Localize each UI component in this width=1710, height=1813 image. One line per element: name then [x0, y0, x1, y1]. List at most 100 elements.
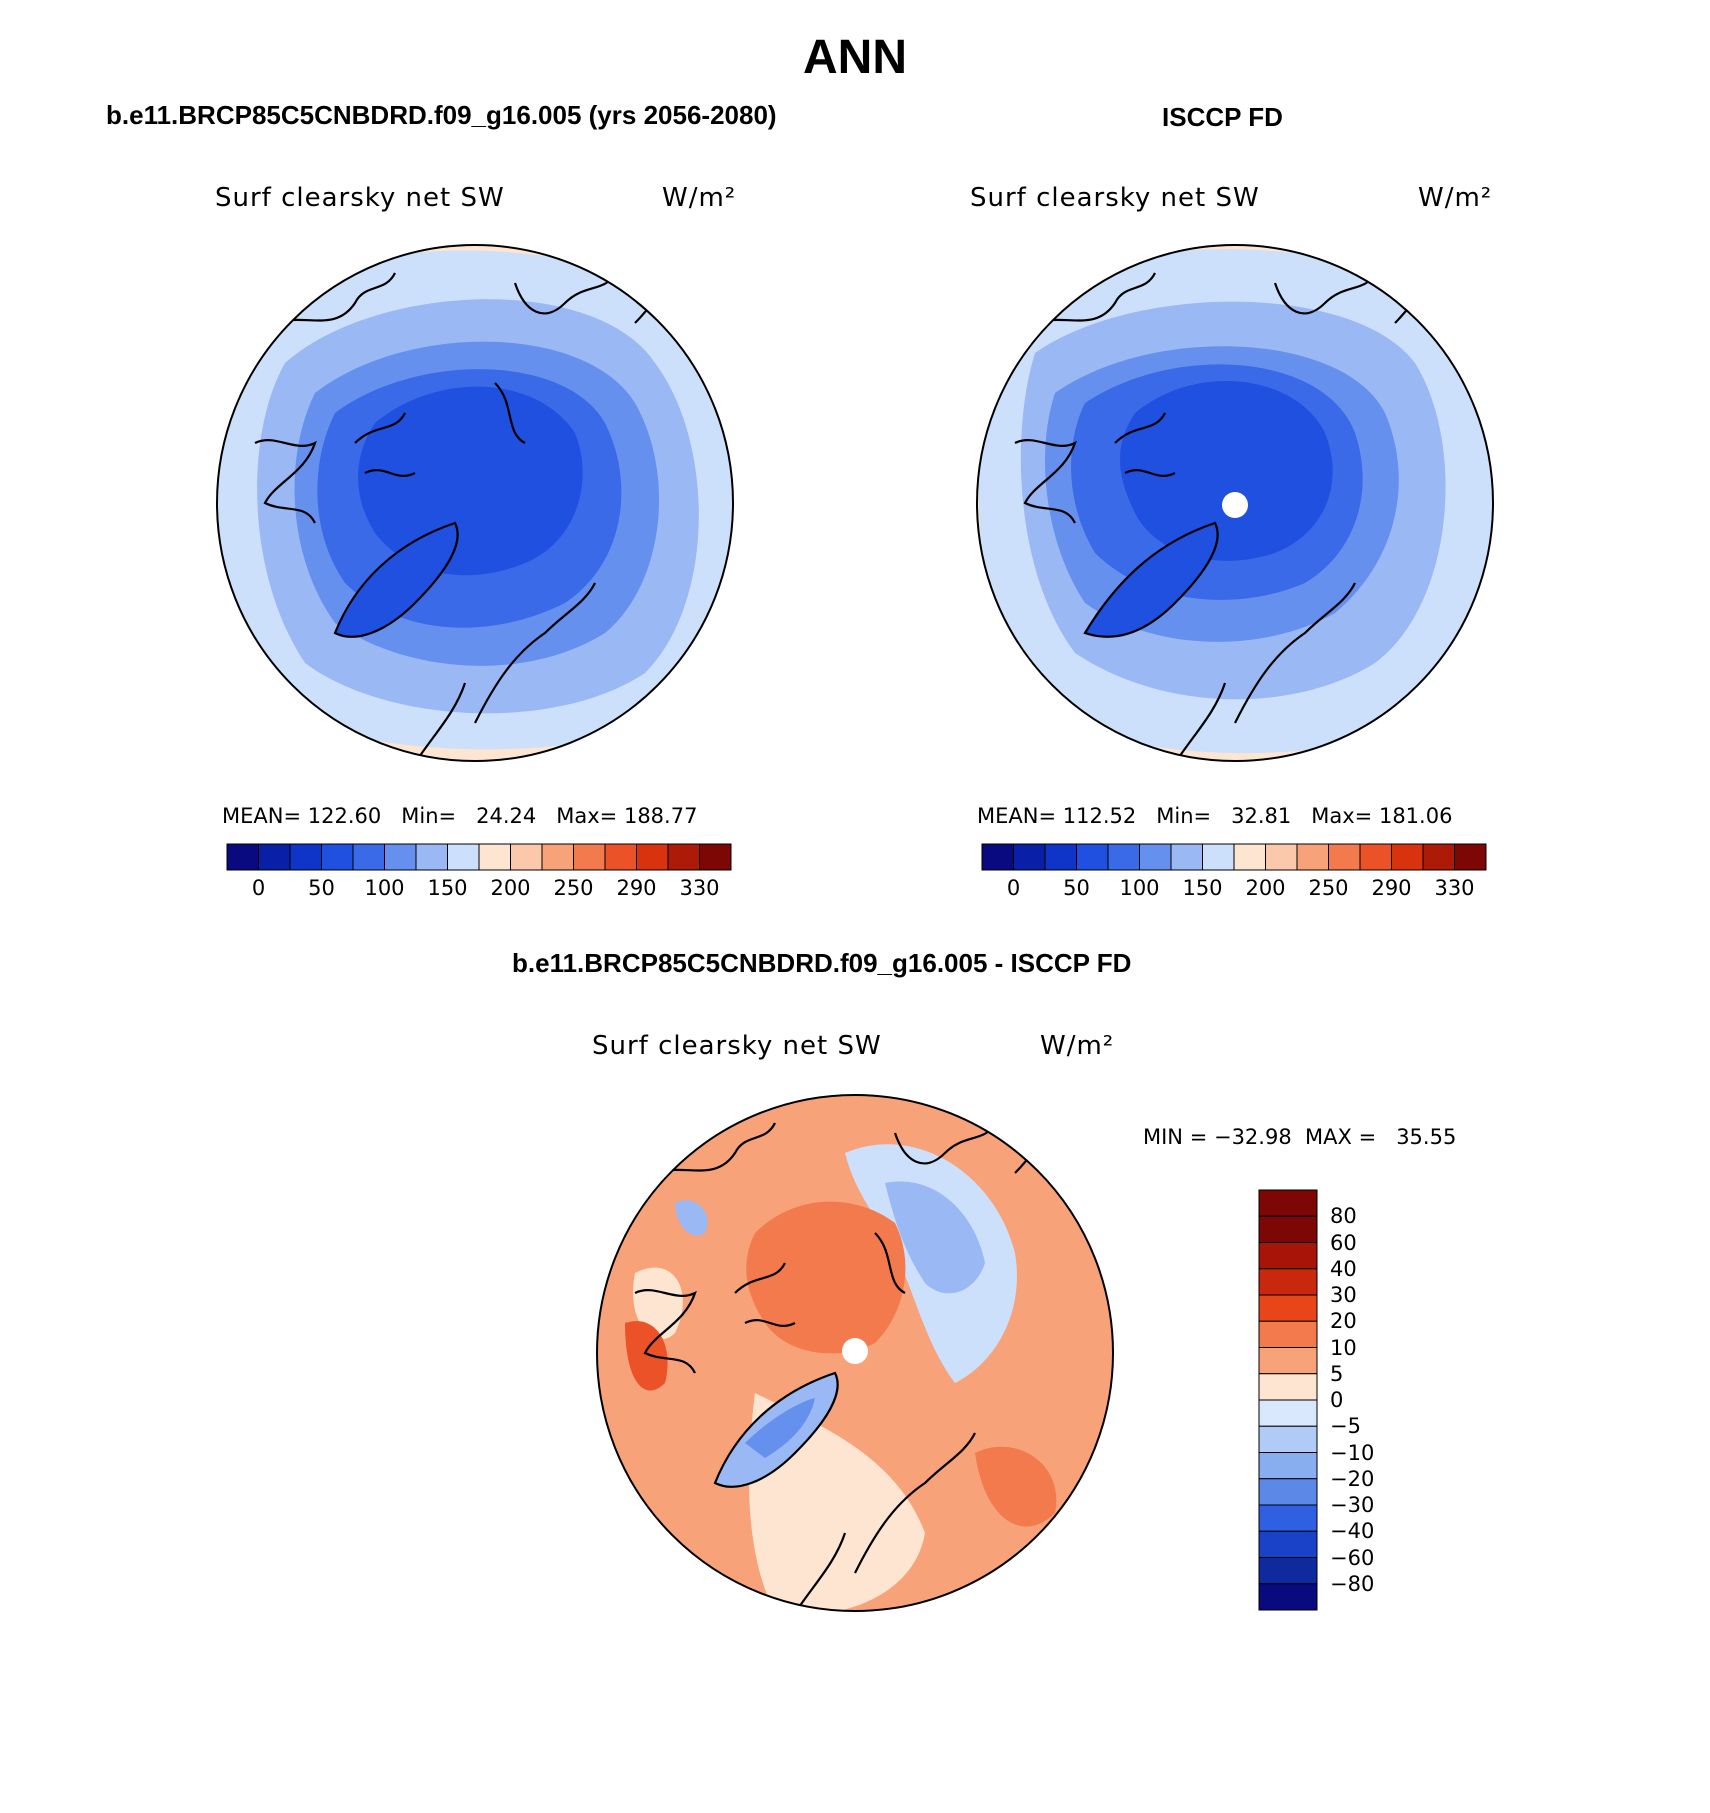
colorbar-swatch [1258, 1425, 1318, 1453]
colorbar-swatch [1202, 843, 1235, 871]
map-border [216, 244, 734, 762]
shade-orange-2 [975, 1446, 1057, 1527]
figure-title: ANN [803, 31, 907, 84]
greenland [335, 523, 458, 637]
colorbar-swatch [289, 843, 322, 871]
colorbar-tick-label: 200 [1245, 876, 1286, 900]
pole-hole [1222, 492, 1248, 518]
panel-left-variable: Surf clearsky net SW [215, 183, 505, 213]
colorbar-tick-label: 50 [308, 876, 335, 900]
colorbar-tick-label: −40 [1330, 1519, 1375, 1544]
coastlines [634, 1112, 1056, 1611]
diff-stats: MIN = −32.98 MAX = 35.55 [1143, 1125, 1457, 1149]
shade-blue-pale [885, 1181, 985, 1294]
pole-hole [842, 1338, 868, 1364]
map-diff [596, 1094, 1114, 1612]
colorbar-swatch [1258, 1583, 1318, 1611]
colorbar-tick-label: 290 [1371, 876, 1412, 900]
colorbar-tick-label: 0 [1006, 876, 1021, 900]
colorbar-swatch [226, 843, 259, 871]
shade-blue-small [675, 1200, 708, 1236]
colorbar-tick-label: 100 [1119, 876, 1160, 900]
colorbar-swatch [1258, 1215, 1318, 1243]
map-left [216, 244, 734, 762]
colorbar-swatch [1258, 1320, 1318, 1348]
colorbar-tick-label: 150 [1182, 876, 1223, 900]
colorbar-swatch [352, 843, 385, 871]
shade-peach-2 [633, 1267, 683, 1340]
colorbar-swatch [478, 843, 511, 871]
shade-blue-deep [1120, 380, 1333, 561]
colorbar-left-ticks: 0 50 100 150 200 250 290 330 [225, 876, 735, 904]
colorbar-swatch [1258, 1189, 1318, 1217]
colorbar-tick-label: 100 [364, 876, 405, 900]
map-right [976, 244, 1494, 762]
colorbar-swatch [1044, 843, 1077, 871]
panel-left-case-title: b.e11.BRCP85C5CNBDRD.f09_g16.005 (yrs 20… [106, 100, 777, 130]
colorbar-tick-label: 250 [553, 876, 594, 900]
colorbar-swatch [1233, 843, 1266, 871]
colorbar-swatch [415, 843, 448, 871]
colorbar-swatch [1328, 843, 1361, 871]
colorbar-swatch [1454, 843, 1487, 871]
colorbar-tick-label: 0 [251, 876, 266, 900]
colorbar-swatch [258, 843, 291, 871]
colorbar-tick-label: 10 [1330, 1335, 1357, 1360]
diff-case-title: b.e11.BRCP85C5CNBDRD.f09_g16.005 - ISCCP… [512, 948, 1132, 978]
colorbar-swatch [1258, 1557, 1318, 1585]
colorbar-tick-label: 150 [427, 876, 468, 900]
greenland-blue-2 [745, 1398, 815, 1458]
greenland [1085, 523, 1218, 637]
colorbar-swatch [1258, 1294, 1318, 1322]
colorbar-swatch [1013, 843, 1046, 871]
colorbar-swatch [1258, 1399, 1318, 1427]
panel-right-variable: Surf clearsky net SW [970, 183, 1260, 213]
colorbar-left [226, 843, 732, 871]
colorbar-swatch [573, 843, 606, 871]
diff-variable: Surf clearsky net SW [592, 1031, 882, 1061]
colorbar-swatch [1359, 843, 1392, 871]
colorbar-swatch [1265, 843, 1298, 871]
colorbar-tick-label: −30 [1330, 1493, 1375, 1517]
colorbar-swatch [1258, 1373, 1318, 1401]
shade-orange [746, 1201, 906, 1354]
colorbar-swatch [510, 843, 543, 871]
colorbar-tick-label: 0 [1330, 1388, 1344, 1412]
colorbar-swatch [1258, 1452, 1318, 1480]
colorbar-swatch [541, 843, 574, 871]
colorbar-tick-label: −5 [1330, 1414, 1361, 1439]
colorbar-swatch [1258, 1478, 1318, 1506]
colorbar-swatch [981, 843, 1014, 871]
colorbar-tick-label: 5 [1330, 1361, 1344, 1386]
colorbar-swatch [699, 843, 732, 871]
colorbar-right [981, 843, 1487, 871]
colorbar-tick-label: 330 [1434, 876, 1475, 900]
colorbar-swatch [1391, 843, 1424, 871]
panel-right-stats: MEAN= 112.52 Min= 32.81 Max= 181.06 [977, 804, 1453, 828]
colorbar-right-ticks: 0 50 100 150 200 250 290 330 [980, 876, 1490, 904]
colorbar-tick-label: 330 [679, 876, 720, 900]
colorbar-tick-label: 290 [616, 876, 657, 900]
panel-left-stats: MEAN= 122.60 Min= 24.24 Max= 188.77 [222, 804, 698, 828]
colorbar-swatch [667, 843, 700, 871]
colorbar-swatch [1076, 843, 1109, 871]
colorbar-swatch [1296, 843, 1329, 871]
colorbar-swatch [1258, 1504, 1318, 1532]
colorbar-tick-label: 40 [1330, 1256, 1357, 1281]
map-border [596, 1094, 1114, 1612]
colorbar-swatch [1107, 843, 1140, 871]
colorbar-tick-label: 50 [1063, 876, 1090, 900]
map-border [976, 244, 1494, 762]
colorbar-swatch [447, 843, 480, 871]
colorbar-tick-label: −80 [1330, 1571, 1375, 1596]
colorbar-diff-ticks: 80 60 40 30 20 10 5 0 −5 −10 −20 −30 −40 −60 −80 [1330, 1188, 1410, 1612]
colorbar-tick-label: 80 [1330, 1204, 1357, 1229]
colorbar-tick-label: −60 [1330, 1545, 1375, 1570]
colorbar-tick-label: 20 [1330, 1309, 1357, 1334]
colorbar-tick-label: 30 [1330, 1283, 1357, 1307]
colorbar-swatch [1258, 1530, 1318, 1558]
shade-blue-deep [358, 386, 583, 576]
colorbar-tick-label: 200 [490, 876, 531, 900]
colorbar-swatch [321, 843, 354, 871]
colorbar-swatch [1139, 843, 1172, 871]
